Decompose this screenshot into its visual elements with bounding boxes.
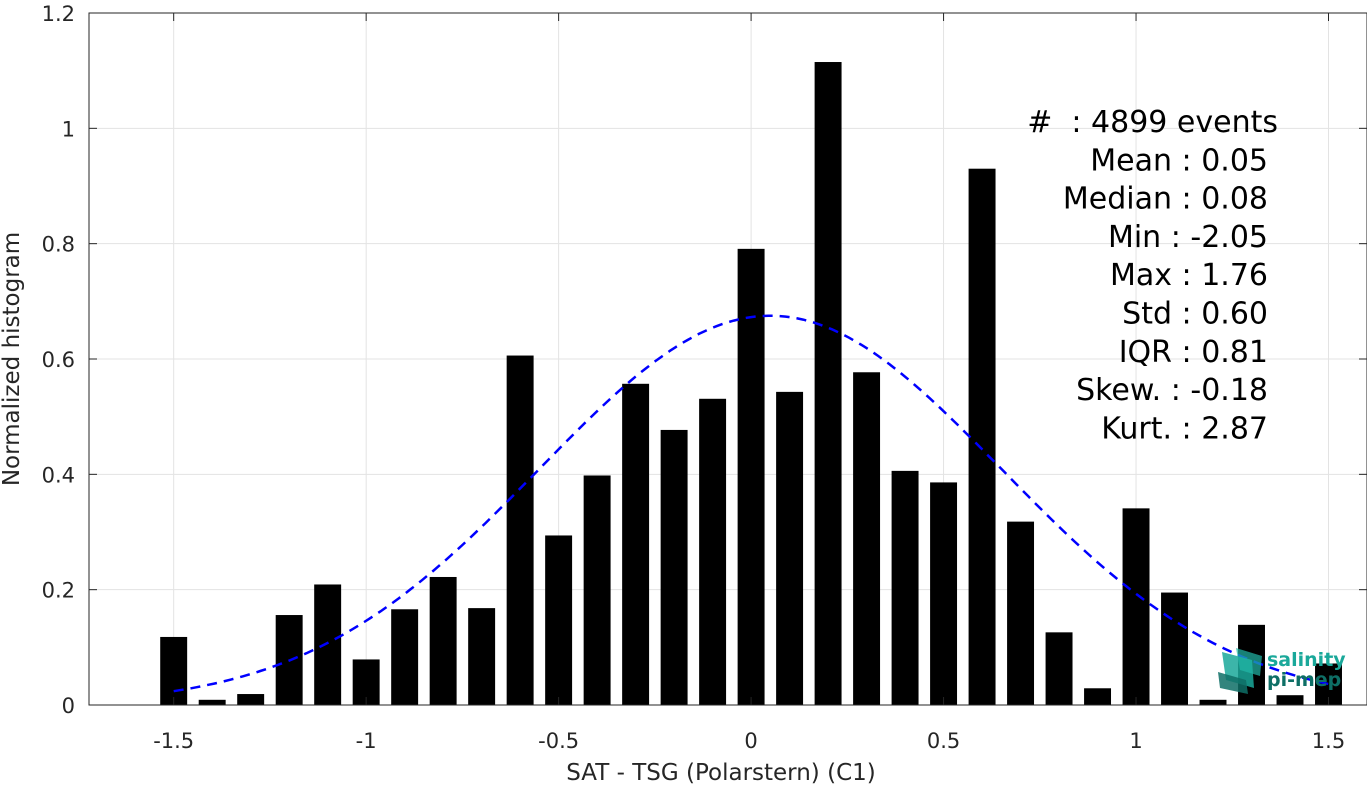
histogram-bar (160, 636, 188, 705)
histogram-bar (429, 576, 457, 705)
logo-text-pimep: pi-mep (1267, 669, 1341, 691)
stats-line: Max : 1.76 (1110, 258, 1268, 293)
logo-text-salinity: salinity (1267, 649, 1346, 671)
y-tick-label: 1 (62, 117, 75, 141)
x-axis-title: SAT - TSG (Polarstern) (C1) (566, 760, 875, 785)
histogram-bar (1084, 688, 1112, 705)
histogram-bar (1007, 521, 1035, 705)
histogram-bar (814, 62, 842, 706)
y-axis-ticks: 0 0.2 0.4 0.6 0.8 1 1.2 (42, 2, 1367, 718)
stats-line: Median : 0.08 (1063, 182, 1268, 217)
x-tick-label: 0 (744, 729, 757, 753)
histogram-bar (737, 248, 765, 705)
stats-line: Kurt. : 2.87 (1101, 411, 1268, 446)
stats-line: IQR : 0.81 (1119, 335, 1268, 370)
y-tick-label: 1.2 (42, 2, 75, 26)
histogram-bar (968, 168, 996, 705)
y-tick-label: 0 (62, 694, 75, 718)
stats-line: # : 4899 events (1027, 105, 1278, 140)
histogram-bars (160, 62, 1342, 706)
gaussian-fit-curve (173, 314, 1329, 693)
x-axis-ticks: -1.5 -1 -0.5 0 0.5 1 1.5 (153, 13, 1345, 753)
y-tick-label: 0.2 (42, 579, 75, 603)
y-tick-label: 0.8 (42, 233, 75, 257)
histogram-bar (622, 383, 650, 705)
x-tick-label: 0.5 (927, 729, 960, 753)
stats-line: Mean : 0.05 (1090, 143, 1268, 178)
x-tick-label: -0.5 (538, 729, 579, 753)
histogram-bar (391, 609, 419, 705)
salinity-pimep-logo: salinity pi-mep (1218, 648, 1346, 694)
histogram-bar (1199, 699, 1227, 705)
histogram-bar (506, 355, 534, 705)
x-tick-label: 1 (1129, 729, 1142, 753)
y-tick-label: 0.4 (42, 463, 75, 487)
stats-line: Skew. : -0.18 (1076, 373, 1268, 408)
x-tick-label: 1.5 (1312, 729, 1345, 753)
histogram-bar (660, 429, 688, 705)
cube-logo-icon (1218, 648, 1262, 694)
histogram-bar (1122, 508, 1150, 705)
stats-line: Min : -2.05 (1108, 220, 1268, 255)
histogram-bar (930, 482, 958, 705)
x-tick-label: -1.5 (153, 729, 194, 753)
histogram-bar (198, 699, 226, 705)
histogram-bar (314, 584, 342, 705)
histogram-bar (891, 470, 919, 705)
histogram-bar (853, 372, 881, 705)
histogram-bar (1045, 632, 1073, 705)
histogram-bar (1276, 695, 1304, 705)
histogram-bar (583, 475, 611, 705)
x-tick-label: -1 (356, 729, 377, 753)
histogram-bar (468, 608, 496, 705)
histogram-bar (699, 398, 727, 705)
y-tick-label: 0.6 (42, 348, 75, 372)
y-axis-title: Normalized histogram (0, 232, 25, 486)
stats-line: Std : 0.60 (1122, 297, 1268, 332)
histogram-bar (545, 535, 573, 705)
histogram-bar (237, 694, 265, 705)
histogram-bar (776, 391, 804, 705)
histogram-bar (1161, 592, 1189, 705)
